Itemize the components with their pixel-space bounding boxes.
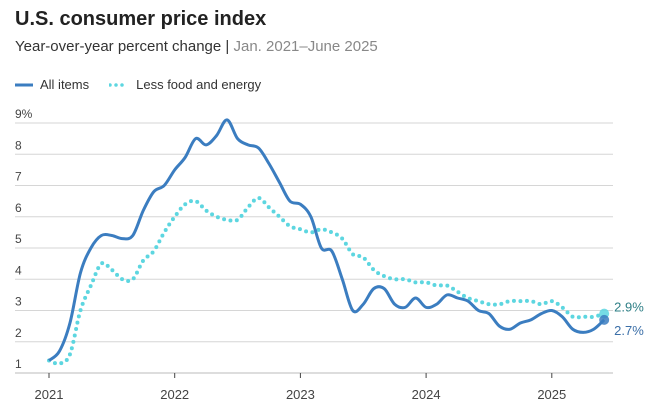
- x-tick-label: 2024: [412, 387, 441, 402]
- legend-item-core: Less food and energy: [109, 77, 261, 92]
- legend-swatch-solid: [15, 83, 33, 86]
- y-tick-label: 5: [15, 232, 22, 246]
- y-tick-label: 1: [15, 357, 22, 371]
- x-tick-label: 2025: [537, 387, 566, 402]
- legend-item-all-items: All items: [15, 77, 89, 92]
- chart-title: U.S. consumer price index: [15, 8, 267, 30]
- series-line-less-food-and-energy: [47, 195, 607, 366]
- subtitle-text: Year-over-year percent change: [15, 38, 222, 55]
- legend-label: All items: [40, 77, 90, 92]
- y-tick-label: 6: [15, 201, 22, 215]
- end-label-all-items: 2.7%: [614, 323, 644, 338]
- y-tick-label: 8: [15, 138, 22, 152]
- chart-subtitle: Year-over-year percent change | Jan. 202…: [15, 38, 378, 55]
- y-tick-label: 7: [15, 170, 22, 184]
- series-line-all-items: [48, 118, 606, 362]
- end-label-less-food-and-energy: 2.9%: [614, 300, 644, 315]
- x-tick-label: 2021: [35, 387, 64, 402]
- legend: All items Less food and energy: [15, 77, 261, 92]
- x-tick-label: 2023: [286, 387, 315, 402]
- subtitle-separator: |: [221, 38, 234, 55]
- y-tick-label: 2: [15, 326, 22, 340]
- end-point-all-items: [599, 314, 610, 325]
- legend-label: Less food and energy: [136, 77, 262, 92]
- subtitle-range: Jan. 2021–June 2025: [233, 38, 378, 55]
- y-tick-label: 3: [15, 295, 22, 309]
- y-tick-label: 4: [15, 263, 22, 277]
- x-tick-label: 2022: [160, 387, 189, 402]
- y-tick-label: 9%: [15, 107, 33, 121]
